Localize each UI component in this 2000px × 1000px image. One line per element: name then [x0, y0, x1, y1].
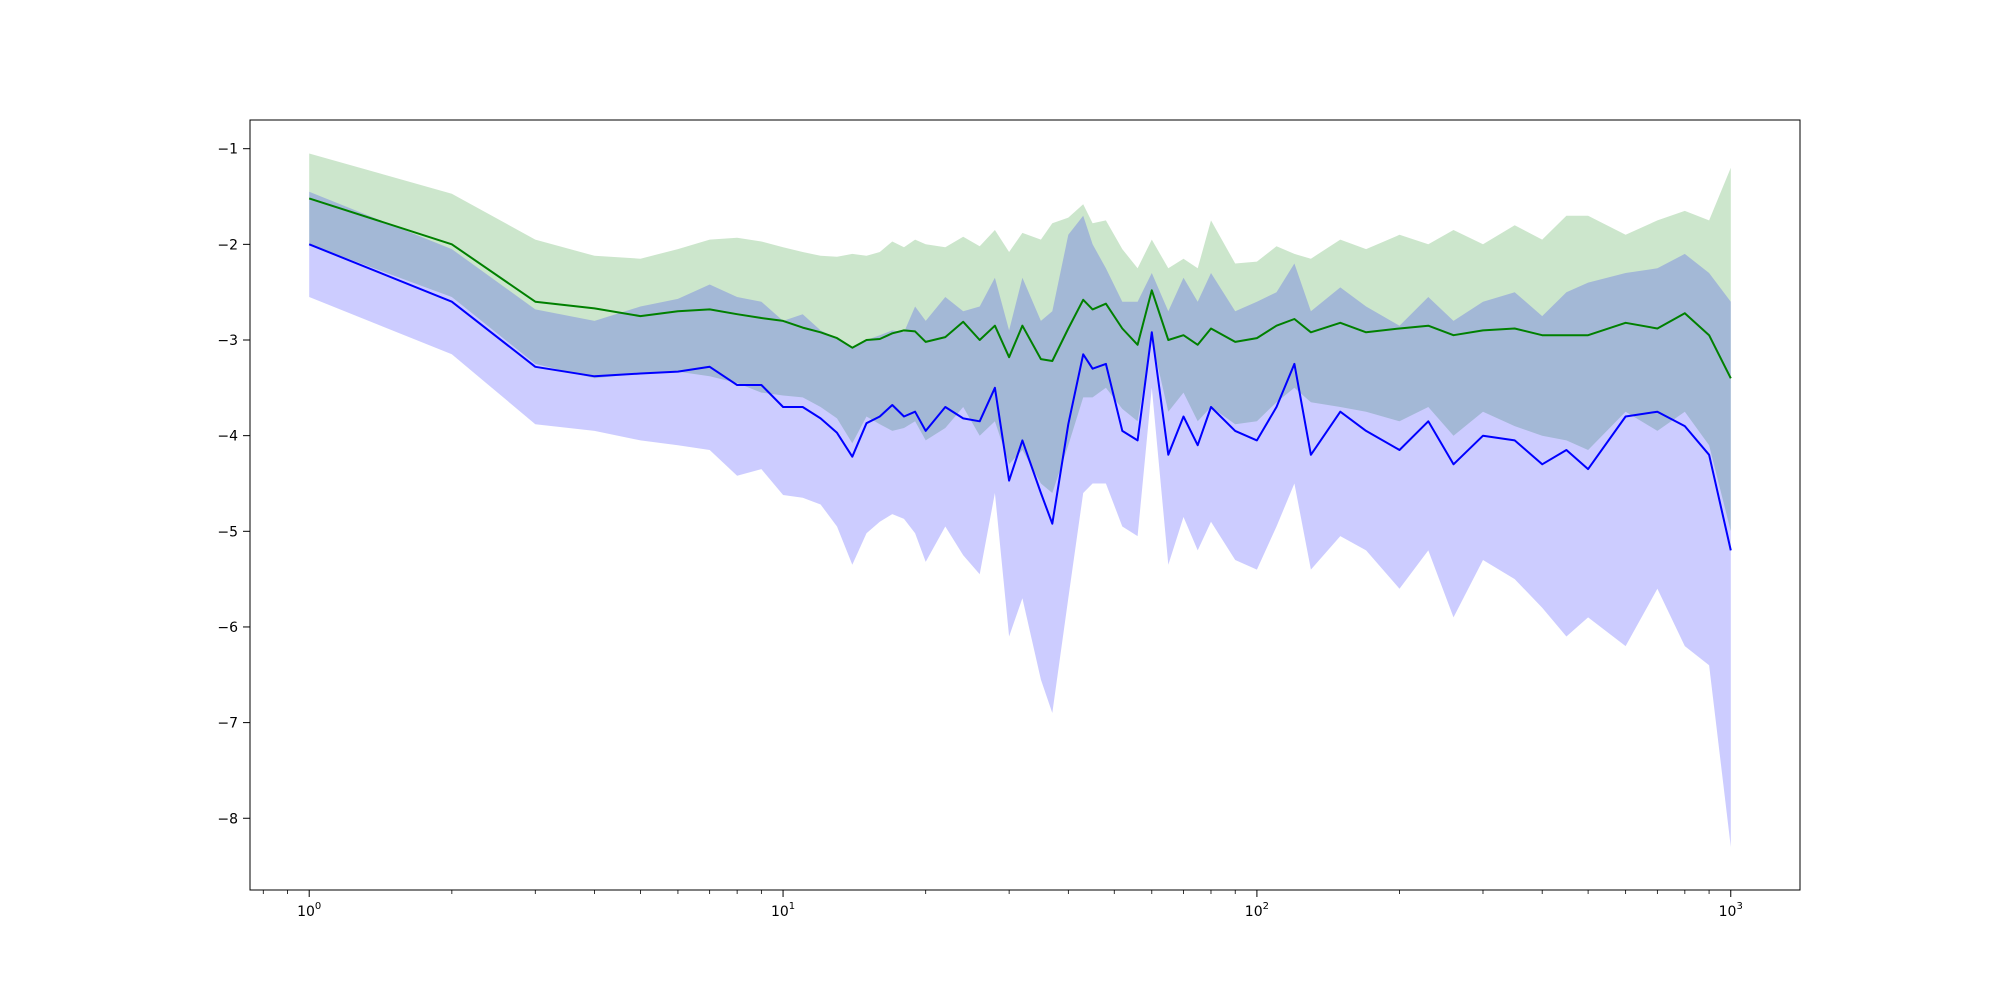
y-tick-label: −6 — [217, 620, 238, 636]
plot-frame — [249, 119, 1801, 891]
y-tick-label: −5 — [217, 524, 238, 540]
y-tick-label: −2 — [217, 237, 238, 253]
x-tick-label: 101 — [771, 901, 795, 920]
series-2-band — [309, 191, 1731, 847]
y-tick-label: −7 — [217, 716, 238, 732]
y-tick-label: −1 — [217, 142, 238, 158]
y-tick-label: −8 — [217, 811, 238, 827]
x-axis: 100 101 102 103 — [262, 890, 1743, 920]
x-tick-label: 103 — [1719, 901, 1743, 920]
series-1-line — [308, 197, 1732, 379]
y-axis: −1 −2 −3 −4 −5 −6 −7 −8 — [217, 142, 250, 827]
series-2-line — [308, 243, 1732, 551]
x-tick-label: 100 — [297, 901, 321, 920]
y-tick-label: −3 — [217, 333, 238, 349]
y-tick-label: −4 — [217, 429, 238, 445]
series-1-band — [309, 153, 1731, 532]
series-lines — [308, 197, 1732, 551]
confidence-bands — [309, 153, 1731, 847]
x-tick-label: 102 — [1245, 901, 1269, 920]
